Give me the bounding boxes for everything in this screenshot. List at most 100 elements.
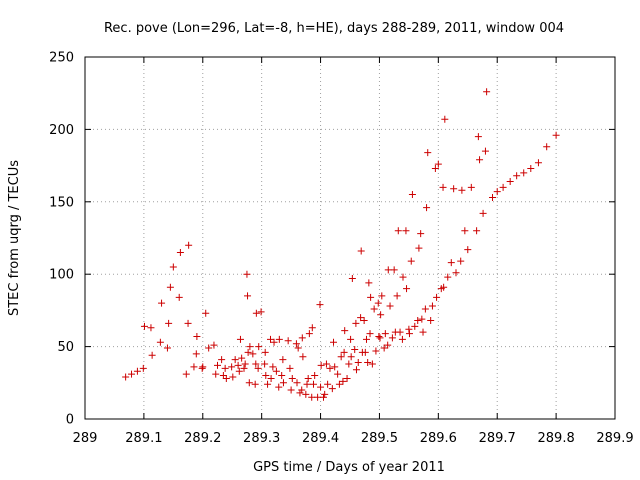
data-point	[264, 380, 272, 388]
x-tick-label: 289.1	[125, 431, 162, 446]
data-point	[473, 227, 481, 235]
data-point	[296, 389, 304, 397]
data-point	[269, 363, 277, 371]
data-point	[450, 185, 458, 193]
data-point	[249, 350, 257, 358]
data-point	[374, 299, 382, 307]
data-point	[386, 302, 394, 310]
data-point	[212, 370, 220, 378]
data-point	[439, 183, 447, 191]
data-point	[202, 309, 210, 317]
x-axis-label: GPS time / Days of year 2011	[253, 460, 445, 475]
data-point	[270, 338, 278, 346]
plot-frame	[84, 56, 616, 420]
data-point	[303, 380, 311, 388]
data-point	[398, 335, 406, 343]
data-point	[321, 390, 329, 398]
data-point	[394, 227, 402, 235]
data-point	[447, 259, 455, 267]
data-point	[166, 283, 174, 291]
data-point	[292, 340, 300, 348]
data-point	[317, 361, 325, 369]
data-point	[424, 149, 432, 157]
data-point	[324, 380, 332, 388]
data-point	[370, 305, 378, 313]
data-point	[279, 356, 287, 364]
data-point	[380, 344, 388, 352]
data-point	[182, 370, 190, 378]
data-point	[534, 159, 542, 167]
data-point	[308, 324, 316, 332]
data-point	[360, 317, 368, 325]
data-point	[368, 360, 376, 368]
data-point	[415, 244, 423, 252]
data-point	[506, 178, 514, 186]
data-point	[388, 334, 396, 342]
data-point	[476, 156, 484, 164]
data-point	[302, 390, 310, 398]
data-point	[352, 366, 360, 374]
data-point	[304, 374, 312, 382]
data-point	[467, 183, 475, 191]
data-point	[493, 188, 501, 196]
data-point	[361, 348, 369, 356]
data-point	[347, 353, 355, 361]
data-point	[240, 364, 248, 372]
data-point	[452, 269, 460, 277]
data-point	[252, 309, 260, 317]
data-point	[148, 351, 156, 359]
data-point	[255, 343, 263, 351]
data-point	[419, 328, 427, 336]
data-point	[457, 257, 465, 265]
y-axis-label: STEC from uqrg / TECUs	[7, 160, 22, 316]
data-point	[335, 380, 343, 388]
data-point	[175, 293, 183, 301]
data-point	[317, 383, 325, 391]
data-point	[354, 359, 362, 367]
data-point	[433, 293, 441, 301]
data-point	[262, 372, 270, 380]
x-tick-label: 289.4	[302, 431, 339, 446]
data-point	[305, 330, 313, 338]
data-point	[278, 372, 286, 380]
data-point	[293, 379, 301, 387]
y-tick-label: 150	[49, 195, 74, 210]
data-point	[348, 275, 356, 283]
data-point	[236, 335, 244, 343]
data-point	[474, 133, 482, 141]
data-point	[337, 353, 345, 361]
data-point	[231, 356, 239, 364]
data-point	[322, 360, 330, 368]
data-point	[328, 385, 336, 393]
data-point	[192, 350, 200, 358]
data-point	[343, 374, 351, 382]
data-point	[298, 334, 306, 342]
x-tick-label: 289.7	[479, 431, 516, 446]
data-point	[320, 393, 327, 401]
data-point	[251, 380, 259, 388]
data-point	[341, 327, 349, 335]
data-point	[185, 241, 193, 249]
data-point	[405, 325, 413, 333]
data-point	[294, 344, 302, 352]
data-point	[377, 311, 385, 319]
data-point	[527, 164, 535, 172]
x-tick-label: 289.8	[538, 431, 575, 446]
data-point	[479, 209, 487, 217]
data-point	[365, 279, 373, 287]
data-point	[364, 359, 372, 367]
data-point	[381, 330, 389, 338]
data-point	[219, 372, 227, 380]
data-point	[390, 266, 398, 274]
data-point	[279, 379, 287, 387]
data-point	[375, 332, 383, 340]
data-point	[418, 315, 426, 323]
data-point	[184, 319, 192, 327]
data-point	[267, 374, 275, 382]
data-point	[434, 160, 442, 168]
data-point	[156, 338, 164, 346]
data-point	[408, 191, 416, 199]
data-point	[244, 292, 252, 300]
data-point	[287, 386, 295, 394]
